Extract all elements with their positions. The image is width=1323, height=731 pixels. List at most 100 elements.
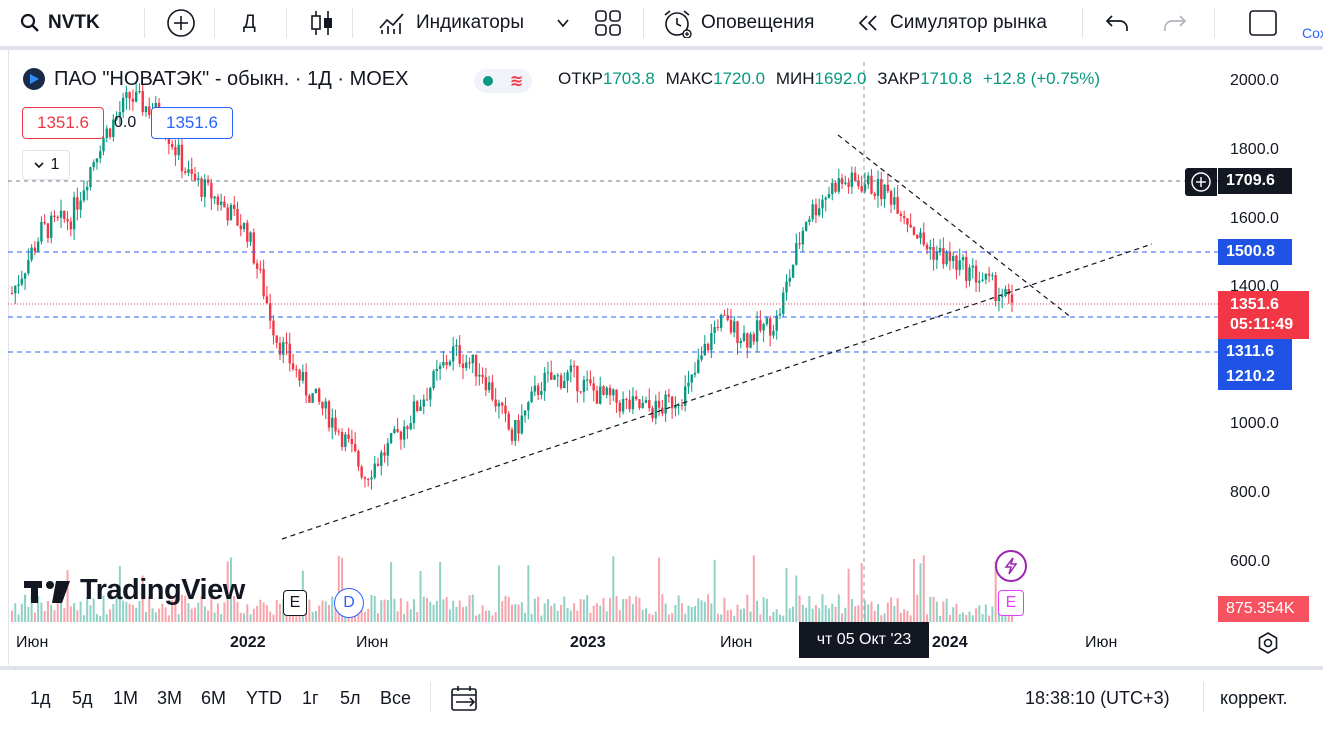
candle-body [321,401,324,409]
sell-price: 1351.6 [37,113,89,132]
tradingview-watermark[interactable]: TradingView [24,574,245,607]
volume-bar [109,609,112,622]
volume-bar [785,568,788,622]
earnings-marker-upcoming[interactable]: E [998,590,1024,616]
market-simulator-button[interactable]: Симулятор рынка [856,0,1047,46]
candle-body [880,179,883,200]
volume-bar [550,605,553,622]
save-button[interactable]: Сох [1302,10,1323,56]
volume-bar [494,612,497,622]
range-ytd[interactable]: YTD [246,687,282,708]
indicators-toggle[interactable]: 1 [22,150,70,180]
layouts-button[interactable] [594,0,622,46]
adjust-button[interactable]: коррект. [1220,687,1288,708]
range-6m[interactable]: 6М [201,687,227,708]
chart-settings-button[interactable] [1256,631,1280,660]
earnings-marker[interactable]: E [283,590,307,616]
range-3m[interactable]: 3М [157,687,183,708]
redo-button[interactable] [1162,0,1188,46]
time-tick: 2022 [230,634,266,651]
chart-pane[interactable] [8,50,1323,665]
candle-body [33,247,37,252]
candle-body [298,369,301,381]
volume-bar [223,602,226,622]
candle-body [553,375,556,380]
candle-body [56,216,59,218]
divider [352,8,353,38]
candle-body [448,361,452,366]
candle-body [638,399,641,408]
volume-bar [602,597,605,622]
divider [286,8,287,38]
volume-bar [765,598,768,622]
candle-body [138,91,141,93]
alerts-button[interactable]: Оповещения [662,0,814,46]
candle-body [621,398,625,412]
undo-button[interactable] [1104,0,1130,46]
sell-price-box[interactable]: 1351.6 [22,107,104,139]
candle-body [576,365,579,392]
time-axis[interactable] [8,624,1218,664]
volume-bar [171,599,174,622]
volume-bar [635,596,638,622]
candle-body [739,340,742,344]
candle-body [216,196,220,205]
candle-body [951,255,955,262]
compare-button[interactable] [166,0,196,46]
volume-bar [978,605,981,622]
volume-bar [847,568,850,622]
candle-body [566,372,569,381]
range-5d[interactable]: 5д [72,687,93,708]
volume-bar [435,600,438,622]
close-value: 1710.8 [920,69,973,88]
symbol-title[interactable]: ПАО "НОВАТЭК" - обыкн. · 1Д · MOEX [54,67,409,90]
volume-bar [66,570,69,622]
candle-body [481,374,484,378]
volume-bar [697,598,700,622]
volume-bar [27,606,30,622]
candle-body [82,190,86,201]
volume-bar [899,612,902,622]
volume-bar [190,608,193,622]
volume-bar [638,597,641,622]
crosshair-price-label: 1709.6 [1218,168,1292,194]
add-level-button[interactable] [1185,168,1217,196]
candle-body [782,292,785,314]
dividend-marker[interactable]: D [334,588,364,618]
volume-bar [324,601,327,622]
goto-date-button[interactable] [450,670,480,726]
support-trendline [281,243,1153,540]
market-status-pill[interactable]: ≋ [474,69,532,93]
simulator-label: Симулятор рынка [890,12,1047,33]
volume-bar [20,603,23,622]
buy-price-box[interactable]: 1351.6 [151,107,233,139]
range-all[interactable]: Все [380,687,412,708]
symbol-search[interactable]: NVTK [20,0,100,46]
candle-body [27,259,30,274]
range-1d[interactable]: 1д [30,687,51,708]
volume-bar [948,615,951,622]
volume-bar [194,607,197,622]
chart-type-button[interactable] [310,0,334,46]
range-1m[interactable]: 1М [113,687,139,708]
candle-body [285,342,288,344]
volume-bar [700,600,703,622]
candle-body [451,346,455,362]
indicators-button[interactable]: Индикаторы [378,0,524,46]
divider [1082,8,1083,38]
range-1y[interactable]: 1г [302,687,319,708]
news-flash-marker[interactable] [995,550,1027,582]
timezone-clock[interactable]: 18:38:10 (UTC+3) [1025,687,1170,708]
indicators-dropdown[interactable] [555,0,571,46]
candle-body [984,273,988,280]
volume-bar [135,607,138,622]
volume-bar [533,598,536,622]
candle-body [834,182,837,192]
range-5y[interactable]: 5л [340,687,361,708]
volume-bar [687,605,690,622]
interval-button[interactable]: Д [243,0,256,46]
volume-bar [43,611,46,622]
volume-bar [945,598,948,622]
fullscreen-button[interactable] [1248,0,1278,46]
